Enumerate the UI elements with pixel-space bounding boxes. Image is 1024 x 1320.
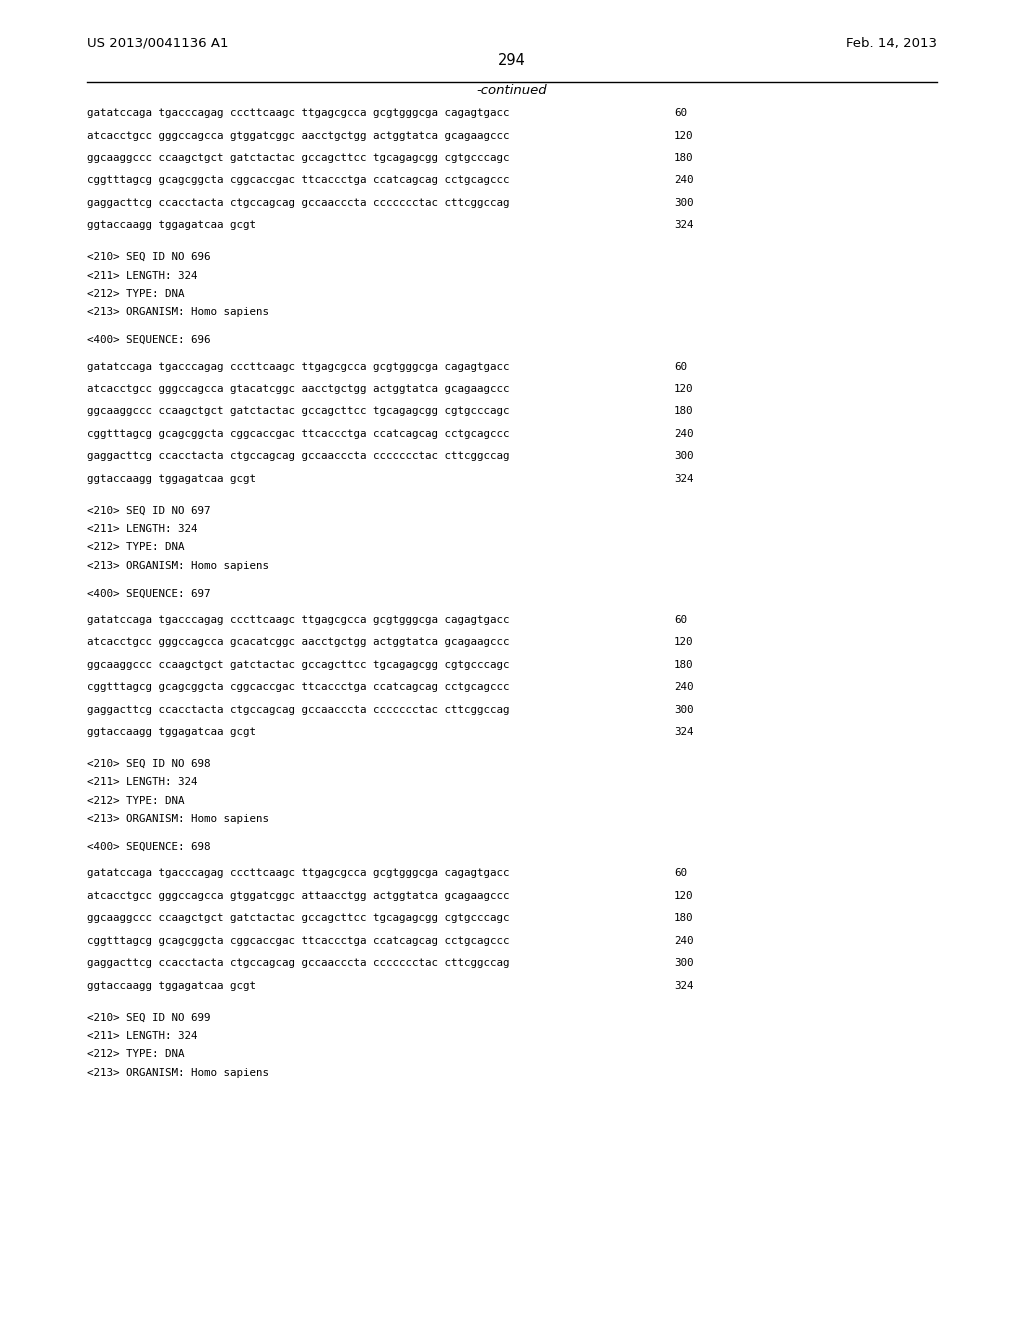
Text: -continued: -continued [477,83,547,96]
Text: 300: 300 [674,958,693,969]
Text: 180: 180 [674,660,693,671]
Text: gatatccaga tgacccagag cccttcaagc ttgagcgcca gcgtgggcga cagagtgacc: gatatccaga tgacccagag cccttcaagc ttgagcg… [87,108,510,119]
Text: 324: 324 [674,220,693,231]
Text: <211> LENGTH: 324: <211> LENGTH: 324 [87,777,198,788]
Text: 60: 60 [674,362,687,372]
Text: ggtaccaagg tggagatcaa gcgt: ggtaccaagg tggagatcaa gcgt [87,474,256,484]
Text: <400> SEQUENCE: 697: <400> SEQUENCE: 697 [87,589,211,599]
Text: <213> ORGANISM: Homo sapiens: <213> ORGANISM: Homo sapiens [87,1068,269,1078]
Text: <213> ORGANISM: Homo sapiens: <213> ORGANISM: Homo sapiens [87,814,269,825]
Text: 120: 120 [674,131,693,141]
Text: <400> SEQUENCE: 698: <400> SEQUENCE: 698 [87,842,211,853]
Text: gaggacttcg ccacctacta ctgccagcag gccaacccta ccccccctac cttcggccag: gaggacttcg ccacctacta ctgccagcag gccaacc… [87,451,510,462]
Text: cggtttagcg gcagcggcta cggcaccgac ttcaccctga ccatcagcag cctgcagccc: cggtttagcg gcagcggcta cggcaccgac ttcaccc… [87,429,510,440]
Text: gatatccaga tgacccagag cccttcaagc ttgagcgcca gcgtgggcga cagagtgacc: gatatccaga tgacccagag cccttcaagc ttgagcg… [87,869,510,879]
Text: 324: 324 [674,981,693,991]
Text: ggcaaggccc ccaagctgct gatctactac gccagcttcc tgcagagcgg cgtgcccagc: ggcaaggccc ccaagctgct gatctactac gccagct… [87,913,510,924]
Text: <211> LENGTH: 324: <211> LENGTH: 324 [87,524,198,535]
Text: <212> TYPE: DNA: <212> TYPE: DNA [87,796,184,807]
Text: <211> LENGTH: 324: <211> LENGTH: 324 [87,1031,198,1041]
Text: 300: 300 [674,451,693,462]
Text: 180: 180 [674,407,693,417]
Text: gaggacttcg ccacctacta ctgccagcag gccaacccta ccccccctac cttcggccag: gaggacttcg ccacctacta ctgccagcag gccaacc… [87,958,510,969]
Text: 240: 240 [674,176,693,186]
Text: 240: 240 [674,682,693,693]
Text: gatatccaga tgacccagag cccttcaagc ttgagcgcca gcgtgggcga cagagtgacc: gatatccaga tgacccagag cccttcaagc ttgagcg… [87,362,510,372]
Text: <210> SEQ ID NO 696: <210> SEQ ID NO 696 [87,252,211,263]
Text: ggtaccaagg tggagatcaa gcgt: ggtaccaagg tggagatcaa gcgt [87,220,256,231]
Text: gaggacttcg ccacctacta ctgccagcag gccaacccta ccccccctac cttcggccag: gaggacttcg ccacctacta ctgccagcag gccaacc… [87,198,510,209]
Text: atcacctgcc gggccagcca gcacatcggc aacctgctgg actggtatca gcagaagccc: atcacctgcc gggccagcca gcacatcggc aacctgc… [87,638,510,648]
Text: <212> TYPE: DNA: <212> TYPE: DNA [87,1049,184,1060]
Text: <210> SEQ ID NO 697: <210> SEQ ID NO 697 [87,506,211,516]
Text: ggcaaggccc ccaagctgct gatctactac gccagcttcc tgcagagcgg cgtgcccagc: ggcaaggccc ccaagctgct gatctactac gccagct… [87,660,510,671]
Text: <213> ORGANISM: Homo sapiens: <213> ORGANISM: Homo sapiens [87,308,269,318]
Text: cggtttagcg gcagcggcta cggcaccgac ttcaccctga ccatcagcag cctgcagccc: cggtttagcg gcagcggcta cggcaccgac ttcaccc… [87,936,510,946]
Text: Feb. 14, 2013: Feb. 14, 2013 [846,37,937,50]
Text: <210> SEQ ID NO 698: <210> SEQ ID NO 698 [87,759,211,770]
Text: 300: 300 [674,198,693,209]
Text: ggtaccaagg tggagatcaa gcgt: ggtaccaagg tggagatcaa gcgt [87,981,256,991]
Text: 180: 180 [674,153,693,164]
Text: US 2013/0041136 A1: US 2013/0041136 A1 [87,37,228,50]
Text: atcacctgcc gggccagcca gtggatcggc attaacctgg actggtatca gcagaagccc: atcacctgcc gggccagcca gtggatcggc attaacc… [87,891,510,902]
Text: 60: 60 [674,869,687,879]
Text: 324: 324 [674,474,693,484]
Text: gatatccaga tgacccagag cccttcaagc ttgagcgcca gcgtgggcga cagagtgacc: gatatccaga tgacccagag cccttcaagc ttgagcg… [87,615,510,626]
Text: 120: 120 [674,891,693,902]
Text: 240: 240 [674,936,693,946]
Text: <400> SEQUENCE: 696: <400> SEQUENCE: 696 [87,335,211,346]
Text: ggcaaggccc ccaagctgct gatctactac gccagcttcc tgcagagcgg cgtgcccagc: ggcaaggccc ccaagctgct gatctactac gccagct… [87,153,510,164]
Text: 60: 60 [674,108,687,119]
Text: <211> LENGTH: 324: <211> LENGTH: 324 [87,271,198,281]
Text: <212> TYPE: DNA: <212> TYPE: DNA [87,289,184,300]
Text: 300: 300 [674,705,693,715]
Text: cggtttagcg gcagcggcta cggcaccgac ttcaccctga ccatcagcag cctgcagccc: cggtttagcg gcagcggcta cggcaccgac ttcaccc… [87,176,510,186]
Text: ggcaaggccc ccaagctgct gatctactac gccagcttcc tgcagagcgg cgtgcccagc: ggcaaggccc ccaagctgct gatctactac gccagct… [87,407,510,417]
Text: 120: 120 [674,384,693,395]
Text: <210> SEQ ID NO 699: <210> SEQ ID NO 699 [87,1012,211,1023]
Text: <212> TYPE: DNA: <212> TYPE: DNA [87,543,184,553]
Text: atcacctgcc gggccagcca gtacatcggc aacctgctgg actggtatca gcagaagccc: atcacctgcc gggccagcca gtacatcggc aacctgc… [87,384,510,395]
Text: gaggacttcg ccacctacta ctgccagcag gccaacccta ccccccctac cttcggccag: gaggacttcg ccacctacta ctgccagcag gccaacc… [87,705,510,715]
Text: 324: 324 [674,727,693,738]
Text: 240: 240 [674,429,693,440]
Text: 180: 180 [674,913,693,924]
Text: 294: 294 [498,53,526,67]
Text: cggtttagcg gcagcggcta cggcaccgac ttcaccctga ccatcagcag cctgcagccc: cggtttagcg gcagcggcta cggcaccgac ttcaccc… [87,682,510,693]
Text: <213> ORGANISM: Homo sapiens: <213> ORGANISM: Homo sapiens [87,561,269,572]
Text: atcacctgcc gggccagcca gtggatcggc aacctgctgg actggtatca gcagaagccc: atcacctgcc gggccagcca gtggatcggc aacctgc… [87,131,510,141]
Text: 60: 60 [674,615,687,626]
Text: ggtaccaagg tggagatcaa gcgt: ggtaccaagg tggagatcaa gcgt [87,727,256,738]
Text: 120: 120 [674,638,693,648]
